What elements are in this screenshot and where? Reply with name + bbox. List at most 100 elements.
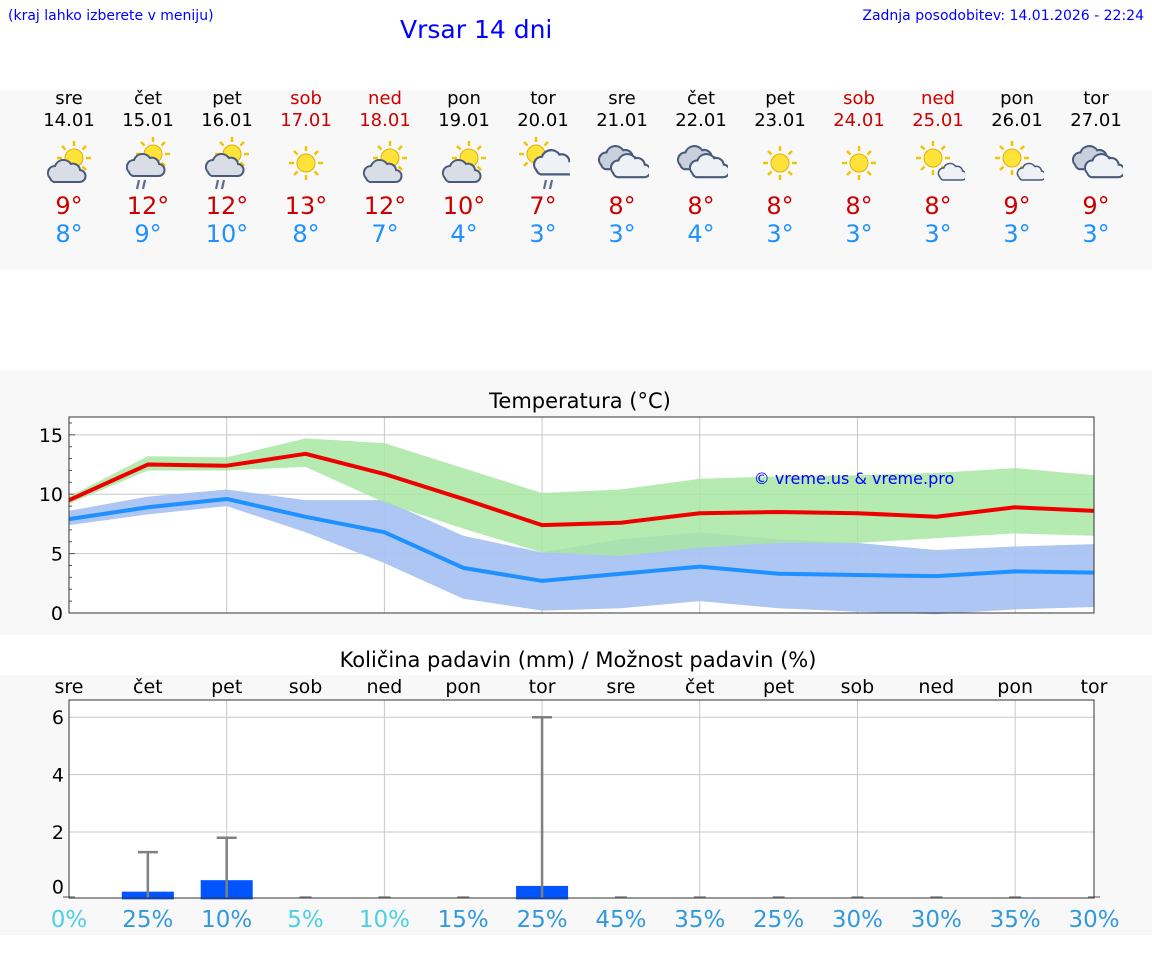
day-column: tor 27.01 9° 3° — [1056, 88, 1136, 248]
max-temp: 12° — [205, 192, 249, 220]
precip-probability: 35% — [990, 907, 1041, 933]
day-date: 16.01 — [201, 110, 253, 131]
min-temp: 4° — [450, 220, 478, 248]
temperature-chart: Temperatura (°C) 0 5 10 15 © vreme.us & vreme… — [39, 389, 1095, 620]
x-category-label: sre — [55, 676, 84, 698]
plot-frame — [68, 699, 1095, 899]
day-date: 19.01 — [438, 110, 490, 131]
max-temp: 9° — [55, 192, 83, 220]
sun-shape — [842, 146, 876, 180]
max-temp-line — [68, 451, 1095, 528]
day-column: čet 22.01 8° 4° — [661, 88, 741, 248]
max-temp: 12° — [363, 192, 407, 220]
min-temp-line — [68, 496, 1095, 583]
page-title: Vrsar 14 dni — [400, 15, 553, 44]
precip-probability: 10% — [201, 907, 252, 933]
x-category-label: pon — [445, 676, 481, 698]
day-name: čet — [686, 88, 716, 109]
cloud-shape — [688, 153, 728, 179]
day-date: 23.01 — [754, 110, 806, 131]
day-name: ned — [368, 88, 402, 109]
x-category-label: ned — [366, 676, 402, 698]
min-temp: 8° — [292, 220, 320, 248]
min-temp: 3° — [766, 220, 794, 248]
day-column: tor 20.01 7° 3° — [503, 88, 583, 248]
day-name: sre — [55, 88, 83, 109]
day-name: čet — [133, 88, 163, 109]
x-category-label: čet — [685, 676, 715, 698]
cloud-shape — [1016, 162, 1044, 181]
max-temp: 8° — [845, 192, 873, 220]
day-date: 22.01 — [675, 110, 727, 131]
precipitation-chart: Količina padavin (mm) / Možnost padavin … — [51, 648, 1120, 933]
day-column: ned 18.01 12° 7° — [345, 88, 425, 248]
max-temp: 8° — [608, 192, 636, 220]
clouds-icon — [676, 145, 728, 179]
cloud-shape — [46, 159, 87, 183]
min-temp: 8° — [55, 220, 83, 248]
max-temp: 8° — [687, 192, 715, 220]
y-tick-label: 0 — [52, 876, 64, 898]
min-temp: 10° — [205, 220, 249, 248]
max-temp: 9° — [1003, 192, 1031, 220]
sun-shape — [916, 141, 950, 175]
watermark: © vreme.us & vreme.pro — [754, 469, 955, 488]
precip-probability: 25% — [517, 907, 568, 933]
day-column: pet 16.01 12° 10° — [187, 88, 267, 248]
x-category-label: pon — [997, 676, 1033, 698]
sun-cloud-rain-icon — [204, 137, 249, 190]
day-name: pon — [447, 88, 481, 109]
day-name: tor — [1083, 88, 1109, 109]
rain-shape — [214, 179, 226, 190]
sun-icon — [763, 146, 797, 180]
max-range-band — [69, 438, 1094, 556]
y-tick-label: 0 — [51, 603, 63, 620]
clouds-icon — [597, 145, 649, 179]
sun-bigcloud-rain-icon — [519, 137, 570, 190]
min-temp: 3° — [529, 220, 557, 248]
day-date: 14.01 — [43, 110, 95, 131]
min-temp: 9° — [134, 220, 162, 248]
precip-probability: 5% — [287, 907, 324, 933]
day-name: pet — [212, 88, 242, 109]
cloud-shape — [533, 149, 570, 176]
day-column: ned 25.01 8° 3° — [898, 88, 978, 248]
y-tick-label: 5 — [51, 544, 63, 566]
day-column: pon 19.01 10° 4° — [424, 88, 504, 248]
y-tick-label: 2 — [52, 822, 64, 844]
cloud-shape — [937, 162, 965, 181]
sun-icon — [842, 146, 876, 180]
day-column: sob 24.01 8° 3° — [819, 88, 899, 248]
cloud-shape — [1083, 153, 1123, 179]
day-date: 25.01 — [912, 110, 964, 131]
x-category-label: tor — [529, 676, 556, 698]
max-temp: 9° — [1082, 192, 1110, 220]
x-category-label: ned — [918, 676, 954, 698]
day-column: sre 14.01 9° 8° — [29, 88, 109, 248]
day-date: 15.01 — [122, 110, 174, 131]
sun-cloud-icon — [362, 141, 407, 183]
day-name: sob — [290, 88, 322, 109]
sun-smallcloud-icon — [995, 141, 1044, 181]
max-temp: 12° — [126, 192, 170, 220]
day-name: sre — [608, 88, 636, 109]
precip-probability: 10% — [359, 907, 410, 933]
x-category-label: sob — [841, 676, 875, 698]
min-temp: 4° — [687, 220, 715, 248]
x-category-label: pet — [211, 676, 242, 698]
cloud-shape — [125, 153, 166, 177]
precip-probability: 35% — [674, 907, 725, 933]
max-temp: 8° — [924, 192, 952, 220]
day-column: sob 17.01 13° 8° — [266, 88, 346, 248]
min-temp: 7° — [371, 220, 399, 248]
min-temp: 3° — [1082, 220, 1110, 248]
day-column: pet 23.01 8° 3° — [740, 88, 820, 248]
y-tick-label: 4 — [52, 765, 64, 787]
day-name: pon — [1000, 88, 1034, 109]
last-updated: Zadnja posodobitev: 14.01.2026 - 22:24 — [862, 8, 1144, 24]
precip-probability: 25% — [753, 907, 804, 933]
min-temp: 3° — [608, 220, 636, 248]
sun-shape — [763, 146, 797, 180]
plot-area — [69, 700, 1094, 898]
precip-probability: 30% — [832, 907, 883, 933]
